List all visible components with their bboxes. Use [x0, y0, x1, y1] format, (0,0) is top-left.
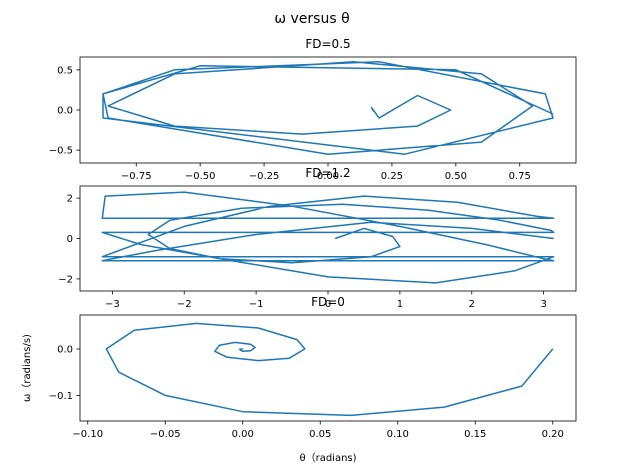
subplot-title: FD=0.5: [305, 37, 350, 51]
axes-fd12: −3 −2 −1 0 1 2 3 −2 0 2 FD=1.2: [58, 166, 577, 310]
x-tick-label: 1: [397, 299, 403, 310]
y-tick-label: −0.5: [49, 146, 73, 157]
x-tick-label: 3: [540, 299, 546, 310]
axes-fd0: −0.10 −0.05 0.00 0.05 0.10 0.15 0.20 −0.1 0.0 FD=…: [21, 295, 577, 464]
x-tick-label: 0.50: [445, 171, 467, 182]
x-tick-label: 0.15: [464, 429, 486, 440]
x-tick-label: −3: [105, 299, 120, 310]
x-tick-label: 0.10: [387, 429, 409, 440]
x-axis-label: θ（radians): [299, 452, 356, 464]
subplot-title: FD=1.2: [305, 166, 350, 180]
series-line: [101, 191, 555, 284]
x-tick-label: 0.25: [381, 171, 403, 182]
x-tick-label: −0.75: [121, 171, 152, 182]
x-tick-label: −0.10: [72, 429, 103, 440]
x-tick-label: 0.05: [309, 429, 331, 440]
y-tick-label: 0: [67, 234, 73, 245]
y-axis-label: ω（radians/s): [21, 334, 33, 402]
axes-frame: [79, 314, 577, 422]
x-tick-label: −0.50: [185, 171, 216, 182]
x-tick-label: 0.00: [232, 429, 254, 440]
series-line: [105, 322, 554, 417]
figure-suptitle: ω versus θ: [274, 11, 349, 27]
x-tick-label: −0.05: [150, 429, 181, 440]
x-tick-label: 0: [325, 299, 331, 310]
series-line: [102, 61, 554, 155]
y-tick-label: −2: [58, 274, 73, 285]
y-tick-label: −0.1: [49, 391, 73, 402]
axes-fd05: −0.75 −0.50 −0.25 0.00 0.25 0.50 0.75 −0.5 0.0 0.…: [49, 37, 577, 182]
x-tick-label: 2: [469, 299, 475, 310]
y-tick-label: 0.0: [57, 106, 73, 117]
x-tick-label: 0.75: [509, 171, 531, 182]
y-tick-label: 2: [67, 194, 73, 205]
x-tick-label: −2: [177, 299, 192, 310]
subplot-title: FD=0: [311, 295, 345, 309]
x-tick-label: −0.25: [249, 171, 280, 182]
x-tick-label: 0.00: [317, 171, 339, 182]
y-tick-label: 0.5: [57, 65, 73, 76]
y-tick-label: 0.0: [57, 344, 73, 355]
x-tick-label: 0.20: [542, 429, 564, 440]
x-tick-label: −1: [249, 299, 264, 310]
